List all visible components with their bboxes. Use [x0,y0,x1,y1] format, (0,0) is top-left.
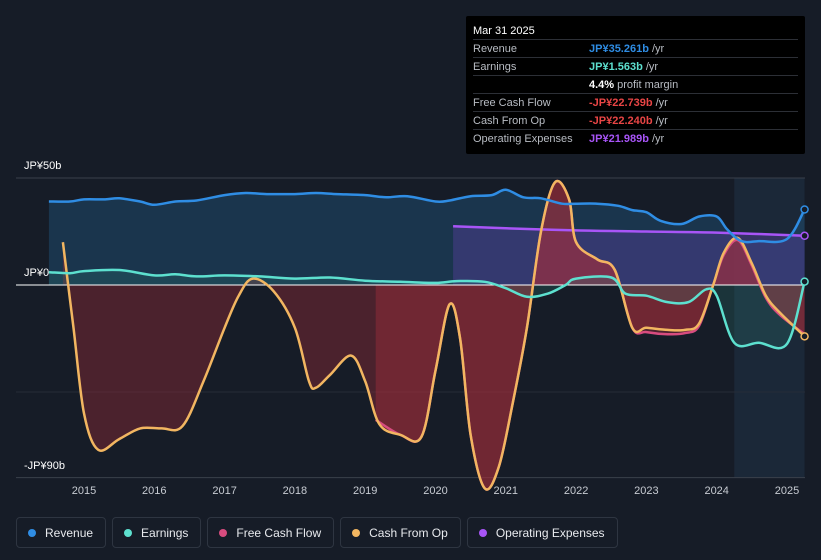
tooltip-row: Operating Expenses JP¥21.989b/yr [473,129,798,147]
tooltip-label: Cash From Op [473,114,546,127]
x-tick-label: 2017 [212,485,237,497]
earnings-endpoint [800,277,809,286]
tooltip-value: JP¥35.261b [589,42,649,55]
tooltip-label: Operating Expenses [473,132,573,145]
tooltip-value: -JP¥22.739b [589,96,653,109]
tooltip: Mar 31 2025 Revenue JP¥35.261b/yr Earnings… [466,16,805,154]
operating-expenses-endpoint [800,231,809,241]
x-tick-label: 2019 [352,485,378,497]
tooltip-date: Mar 31 2025 [473,25,535,37]
operating-expenses-line [453,224,805,238]
cash-from-op-endpoint [800,332,809,341]
x-tick-label: 2024 [704,485,729,497]
x-tick-label: 2025 [774,485,800,497]
legend-dot-icon [478,528,487,537]
revenue-line [48,188,806,244]
legend: Revenue Earnings Free Cash Flow Cash From O… [16,517,618,548]
x-tick-label: 2015 [71,485,97,497]
revenue-endpoint [800,205,809,214]
legend-label: Operating Expenses [495,525,605,540]
y-label-zero: JP¥0 [24,267,50,279]
legend-dot-icon [219,528,228,537]
tooltip-value: 4.4% [589,78,615,91]
tooltip-unit: /yr [655,114,668,127]
tooltip-row: Revenue JP¥35.261b/yr [473,39,798,57]
chart-area [16,177,809,491]
tooltip-label: Revenue [473,42,518,55]
cash-from-op-area [62,180,805,490]
legend-dot-icon [28,528,36,537]
tooltip-unit: profit margin [617,78,679,91]
cash-from-op-line [61,179,806,491]
legend-item-free-cash-flow[interactable]: Free Cash Flow [207,517,335,548]
tooltip-row: Cash From Op -JP¥22.240b/yr [473,111,798,129]
x-tick-label: 2022 [563,485,589,497]
y-label-bottom: -JP¥90b [24,460,65,472]
legend-item-revenue[interactable]: Revenue [16,517,107,548]
tooltip-unit: /yr [655,96,668,109]
tooltip-row: 4.4% profit margin [473,75,798,93]
tooltip-unit: /yr [645,60,659,73]
x-tick-label: 2018 [282,485,308,497]
legend-label: Cash From Op [369,525,448,540]
tooltip-unit: /yr [651,132,665,145]
earnings-line [48,268,806,350]
legend-label: Earnings [141,525,189,540]
tooltip-row: Free Cash Flow -JP¥22.739b/yr [473,93,798,111]
legend-dot-icon [124,528,133,537]
legend-label: Free Cash Flow [236,525,322,540]
legend-label: Revenue [45,525,94,540]
tooltip-value: JP¥1.563b [589,60,643,73]
earnings-area [48,269,805,349]
tooltip-unit: /yr [651,42,665,55]
legend-dot-icon [352,528,361,537]
y-label-top: JP¥50b [24,160,62,172]
tooltip-value: JP¥21.989b [589,132,649,145]
x-tick-label: 2023 [634,485,659,497]
tooltip-value: -JP¥22.240b [589,114,653,127]
x-tick-label: 2020 [423,485,448,497]
legend-item-earnings[interactable]: Earnings [112,517,202,548]
x-tick-label: 2021 [493,485,519,497]
legend-item-operating-expenses[interactable]: Operating Expenses [466,517,618,548]
tooltip-label: Free Cash Flow [473,96,551,109]
tooltip-row: Earnings JP¥1.563b/yr [473,57,798,75]
free-cash-flow-area [375,180,805,490]
legend-item-cash-from-op[interactable]: Cash From Op [340,517,461,548]
tooltip-label: Earnings [473,60,517,73]
x-tick-label: 2016 [142,485,167,497]
